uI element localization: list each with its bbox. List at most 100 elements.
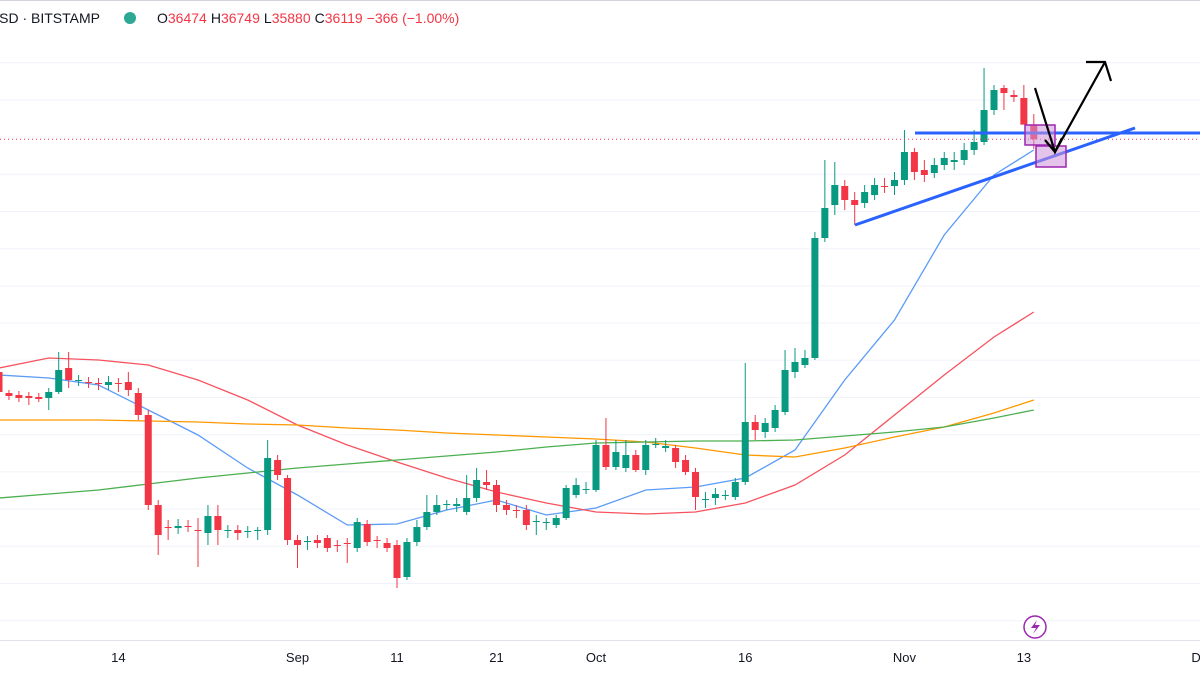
candle-body <box>25 396 33 398</box>
candle-body <box>662 446 670 448</box>
candle-body <box>0 372 3 392</box>
candle-body <box>95 383 102 384</box>
x-tick-label: Oct <box>586 650 607 665</box>
candle-body <box>463 498 471 512</box>
candle-body <box>522 510 530 525</box>
candle-body <box>5 393 13 396</box>
candle-body <box>711 494 719 498</box>
candle-body <box>483 482 491 485</box>
moving-average-line <box>0 399 1035 458</box>
candle-body <box>910 152 918 172</box>
candle-body <box>990 90 998 110</box>
x-tick-label: Nov <box>893 650 917 665</box>
x-tick-label: 16 <box>738 650 752 665</box>
x-tick-label: 13 <box>1017 650 1031 665</box>
arrow-head <box>1086 60 1113 82</box>
moving-average-line <box>0 409 1034 499</box>
grid <box>0 25 1200 640</box>
candle-body <box>363 524 371 542</box>
candle-body <box>443 504 451 505</box>
candle-body <box>692 472 699 497</box>
candle-body <box>672 448 680 462</box>
symbol: BTCUSD · BITSTAMP <box>0 10 100 26</box>
candle-body <box>871 185 879 195</box>
highlight-box <box>1035 145 1067 168</box>
candle-body <box>801 358 809 365</box>
candle-body <box>264 458 272 530</box>
drawings <box>854 60 1200 639</box>
candle-body <box>373 540 381 541</box>
candle-body <box>433 505 441 512</box>
candle-body <box>572 485 580 495</box>
candle-body <box>274 460 282 475</box>
candle-body <box>323 538 331 548</box>
candle-body <box>891 180 898 186</box>
candle-body <box>114 383 122 384</box>
candle-body <box>473 480 481 498</box>
x-tick-label: 21 <box>489 650 503 665</box>
candle-body <box>811 238 819 358</box>
candle-body <box>134 393 142 415</box>
candle-body <box>244 531 252 532</box>
candle-body <box>214 516 222 530</box>
candle-body <box>552 518 560 525</box>
candle-body <box>950 160 958 162</box>
candle-body <box>224 530 232 531</box>
candle-body <box>45 392 53 398</box>
ohlc: O36474 H36749 L35880 C36119 −366 (−1.00%) <box>157 10 459 26</box>
candle-body <box>682 460 690 472</box>
ohlc-label: O <box>157 10 168 26</box>
candle-body <box>741 422 749 482</box>
candle-body <box>303 541 311 542</box>
header-bar <box>0 1 1200 35</box>
candle-body <box>831 185 839 205</box>
candle-body <box>532 521 540 522</box>
candle-body <box>761 423 769 432</box>
candle-body <box>234 530 242 533</box>
candle-body <box>493 485 500 505</box>
candle-body <box>164 527 172 528</box>
candle-body <box>194 530 202 531</box>
candle-body <box>104 382 112 385</box>
candle-body <box>771 410 779 428</box>
candle-body <box>861 192 869 203</box>
candle-body <box>55 370 63 392</box>
x-tick-label: 14 <box>111 650 125 665</box>
candle-body <box>881 186 889 187</box>
candle-body <box>294 540 301 545</box>
candle-body <box>343 543 351 544</box>
candle-body <box>731 482 739 497</box>
candle-body <box>592 445 600 490</box>
status-dot <box>124 12 136 24</box>
candle-body <box>1020 98 1028 125</box>
candle-body <box>851 200 859 205</box>
candle-body <box>632 455 640 470</box>
candle-body <box>721 495 729 496</box>
ohlc-label: H <box>211 10 221 26</box>
candle-body <box>841 186 849 200</box>
candle-body <box>124 382 132 390</box>
candle-body <box>562 488 570 518</box>
candle-body <box>423 512 431 527</box>
candle-body <box>1010 95 1018 97</box>
candle-body <box>652 444 660 445</box>
change: −366 (−1.00%) <box>367 10 460 26</box>
candle-body <box>821 208 829 238</box>
candle-body <box>204 516 212 533</box>
moving-average-line <box>0 311 1035 515</box>
candle-body <box>284 478 292 540</box>
event-icon-bolt <box>1031 620 1040 634</box>
candle-body <box>15 395 23 398</box>
candle-body <box>701 499 709 500</box>
candle-body <box>900 152 908 180</box>
candle-body <box>642 445 650 470</box>
candle-body <box>542 522 550 523</box>
ohlc-value: 36119 <box>325 10 363 26</box>
candle-body <box>65 368 73 380</box>
candle-body <box>980 110 988 142</box>
candle-body <box>35 397 43 399</box>
candle-body <box>791 362 799 372</box>
candle-body <box>502 505 510 510</box>
candle-body <box>393 545 401 578</box>
